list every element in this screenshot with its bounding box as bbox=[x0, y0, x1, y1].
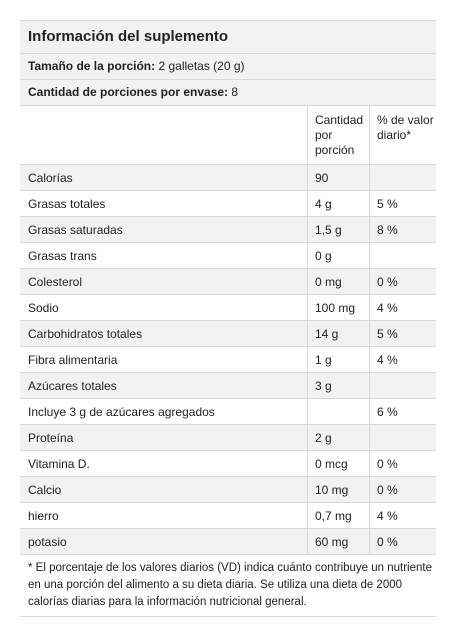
nutrient-amount: 3 g bbox=[308, 373, 370, 398]
nutrient-name: Vitamina D. bbox=[20, 451, 308, 476]
footnote: * El porcentaje de los valores diarios (… bbox=[20, 555, 436, 617]
nutrient-dv: 8 % bbox=[377, 222, 398, 237]
table-row: Grasas trans 0 g bbox=[20, 243, 436, 269]
header-amount-cell: Cantidad por porción bbox=[308, 106, 370, 164]
nutrient-amount: 2 g bbox=[308, 425, 370, 450]
nutrient-amount: 0 mg bbox=[308, 269, 370, 294]
nutrient-name: Grasas trans bbox=[20, 243, 308, 268]
nutrient-amount: 60 mg bbox=[308, 529, 370, 554]
nutrient-amount: 10 mg bbox=[308, 477, 370, 502]
nutrient-table: Cantidad por porción % de valor diario* … bbox=[20, 106, 436, 555]
nutrient-dv: 6 % bbox=[377, 404, 398, 419]
table-header-row: Cantidad por porción % de valor diario* bbox=[20, 106, 436, 165]
servings-per-container-label: Cantidad de porciones por envase: bbox=[28, 85, 229, 99]
table-row: Calorías 90 bbox=[20, 165, 436, 191]
nutrient-dv: 0 % bbox=[377, 534, 398, 549]
nutrient-name: Incluye 3 g de azúcares agregados bbox=[20, 399, 308, 424]
nutrient-rows: Calorías 90 Grasas totales 4 g 5 % Grasas sat… bbox=[20, 165, 436, 555]
nutrient-amount: 0,7 mg bbox=[308, 503, 370, 528]
nutrient-dv: 4 % bbox=[377, 300, 398, 315]
table-row: Grasas totales 4 g 5 % bbox=[20, 191, 436, 217]
nutrient-name: hierro bbox=[20, 503, 308, 528]
header-amount-label: Cantidad por porción bbox=[315, 113, 364, 157]
table-row: Proteína 2 g bbox=[20, 425, 436, 451]
serving-size-label: Tamaño de la porción: bbox=[28, 59, 156, 73]
nutrient-amount: 14 g bbox=[308, 321, 370, 346]
nutrient-name: Azúcares totales bbox=[20, 373, 308, 398]
nutrient-amount: 1,5 g bbox=[308, 217, 370, 242]
nutrient-amount bbox=[308, 399, 370, 424]
nutrient-dv: 5 % bbox=[377, 196, 398, 211]
nutrient-dv: 4 % bbox=[377, 352, 398, 367]
nutrient-amount: 0 g bbox=[308, 243, 370, 268]
table-row: Sodio 100 mg 4 % bbox=[20, 295, 436, 321]
table-row: Vitamina D. 0 mcg 0 % bbox=[20, 451, 436, 477]
nutrient-name: Sodio bbox=[20, 295, 308, 320]
supplement-facts-panel: Información del suplemento Tamaño de la … bbox=[20, 20, 436, 617]
nutrient-dv bbox=[370, 243, 436, 268]
table-row: Grasas saturadas 1,5 g 8 % bbox=[20, 217, 436, 243]
nutrient-amount: 100 mg bbox=[308, 295, 370, 320]
table-row: potasio 60 mg 0 % bbox=[20, 529, 436, 555]
table-row: Incluye 3 g de azúcares agregados 6 % bbox=[20, 399, 436, 425]
nutrient-dv bbox=[370, 373, 436, 398]
header-dv-cell: % de valor diario* bbox=[370, 106, 436, 164]
table-row: Calcio 10 mg 0 % bbox=[20, 477, 436, 503]
serving-size-value: 2 galletas (20 g) bbox=[158, 59, 245, 73]
table-row: Fibra alimentaria 1 g 4 % bbox=[20, 347, 436, 373]
nutrient-name: Fibra alimentaria bbox=[20, 347, 308, 372]
nutrient-name: Carbohidratos totales bbox=[20, 321, 308, 346]
header-dv-label: % de valor diario* bbox=[377, 113, 434, 142]
table-row: Carbohidratos totales 14 g 5 % bbox=[20, 321, 436, 347]
table-row: Colesterol 0 mg 0 % bbox=[20, 269, 436, 295]
nutrient-name: Grasas saturadas bbox=[20, 217, 308, 242]
nutrient-name: Proteína bbox=[20, 425, 308, 450]
panel-title: Información del suplemento bbox=[20, 20, 436, 54]
nutrient-dv: 0 % bbox=[377, 456, 398, 471]
nutrient-amount: 90 bbox=[308, 165, 370, 190]
nutrient-dv bbox=[370, 165, 436, 190]
nutrient-dv: 5 % bbox=[377, 326, 398, 341]
nutrient-name: Colesterol bbox=[20, 269, 308, 294]
serving-size: Tamaño de la porción: 2 galletas (20 g) bbox=[20, 54, 436, 80]
nutrient-name: Calorías bbox=[20, 165, 308, 190]
nutrient-dv: 0 % bbox=[377, 274, 398, 289]
servings-per-container-value: 8 bbox=[231, 85, 239, 99]
nutrient-dv bbox=[370, 425, 436, 450]
table-row: hierro 0,7 mg 4 % bbox=[20, 503, 436, 529]
nutrient-name: potasio bbox=[20, 529, 308, 554]
header-blank-cell bbox=[20, 106, 308, 164]
nutrient-name: Calcio bbox=[20, 477, 308, 502]
servings-per-container: Cantidad de porciones por envase: 8 bbox=[20, 80, 436, 106]
nutrient-name: Grasas totales bbox=[20, 191, 308, 216]
nutrient-amount: 1 g bbox=[308, 347, 370, 372]
nutrient-amount: 4 g bbox=[308, 191, 370, 216]
nutrient-dv: 4 % bbox=[377, 508, 398, 523]
nutrient-amount: 0 mcg bbox=[308, 451, 370, 476]
table-row: Azúcares totales 3 g bbox=[20, 373, 436, 399]
nutrient-dv: 0 % bbox=[377, 482, 398, 497]
